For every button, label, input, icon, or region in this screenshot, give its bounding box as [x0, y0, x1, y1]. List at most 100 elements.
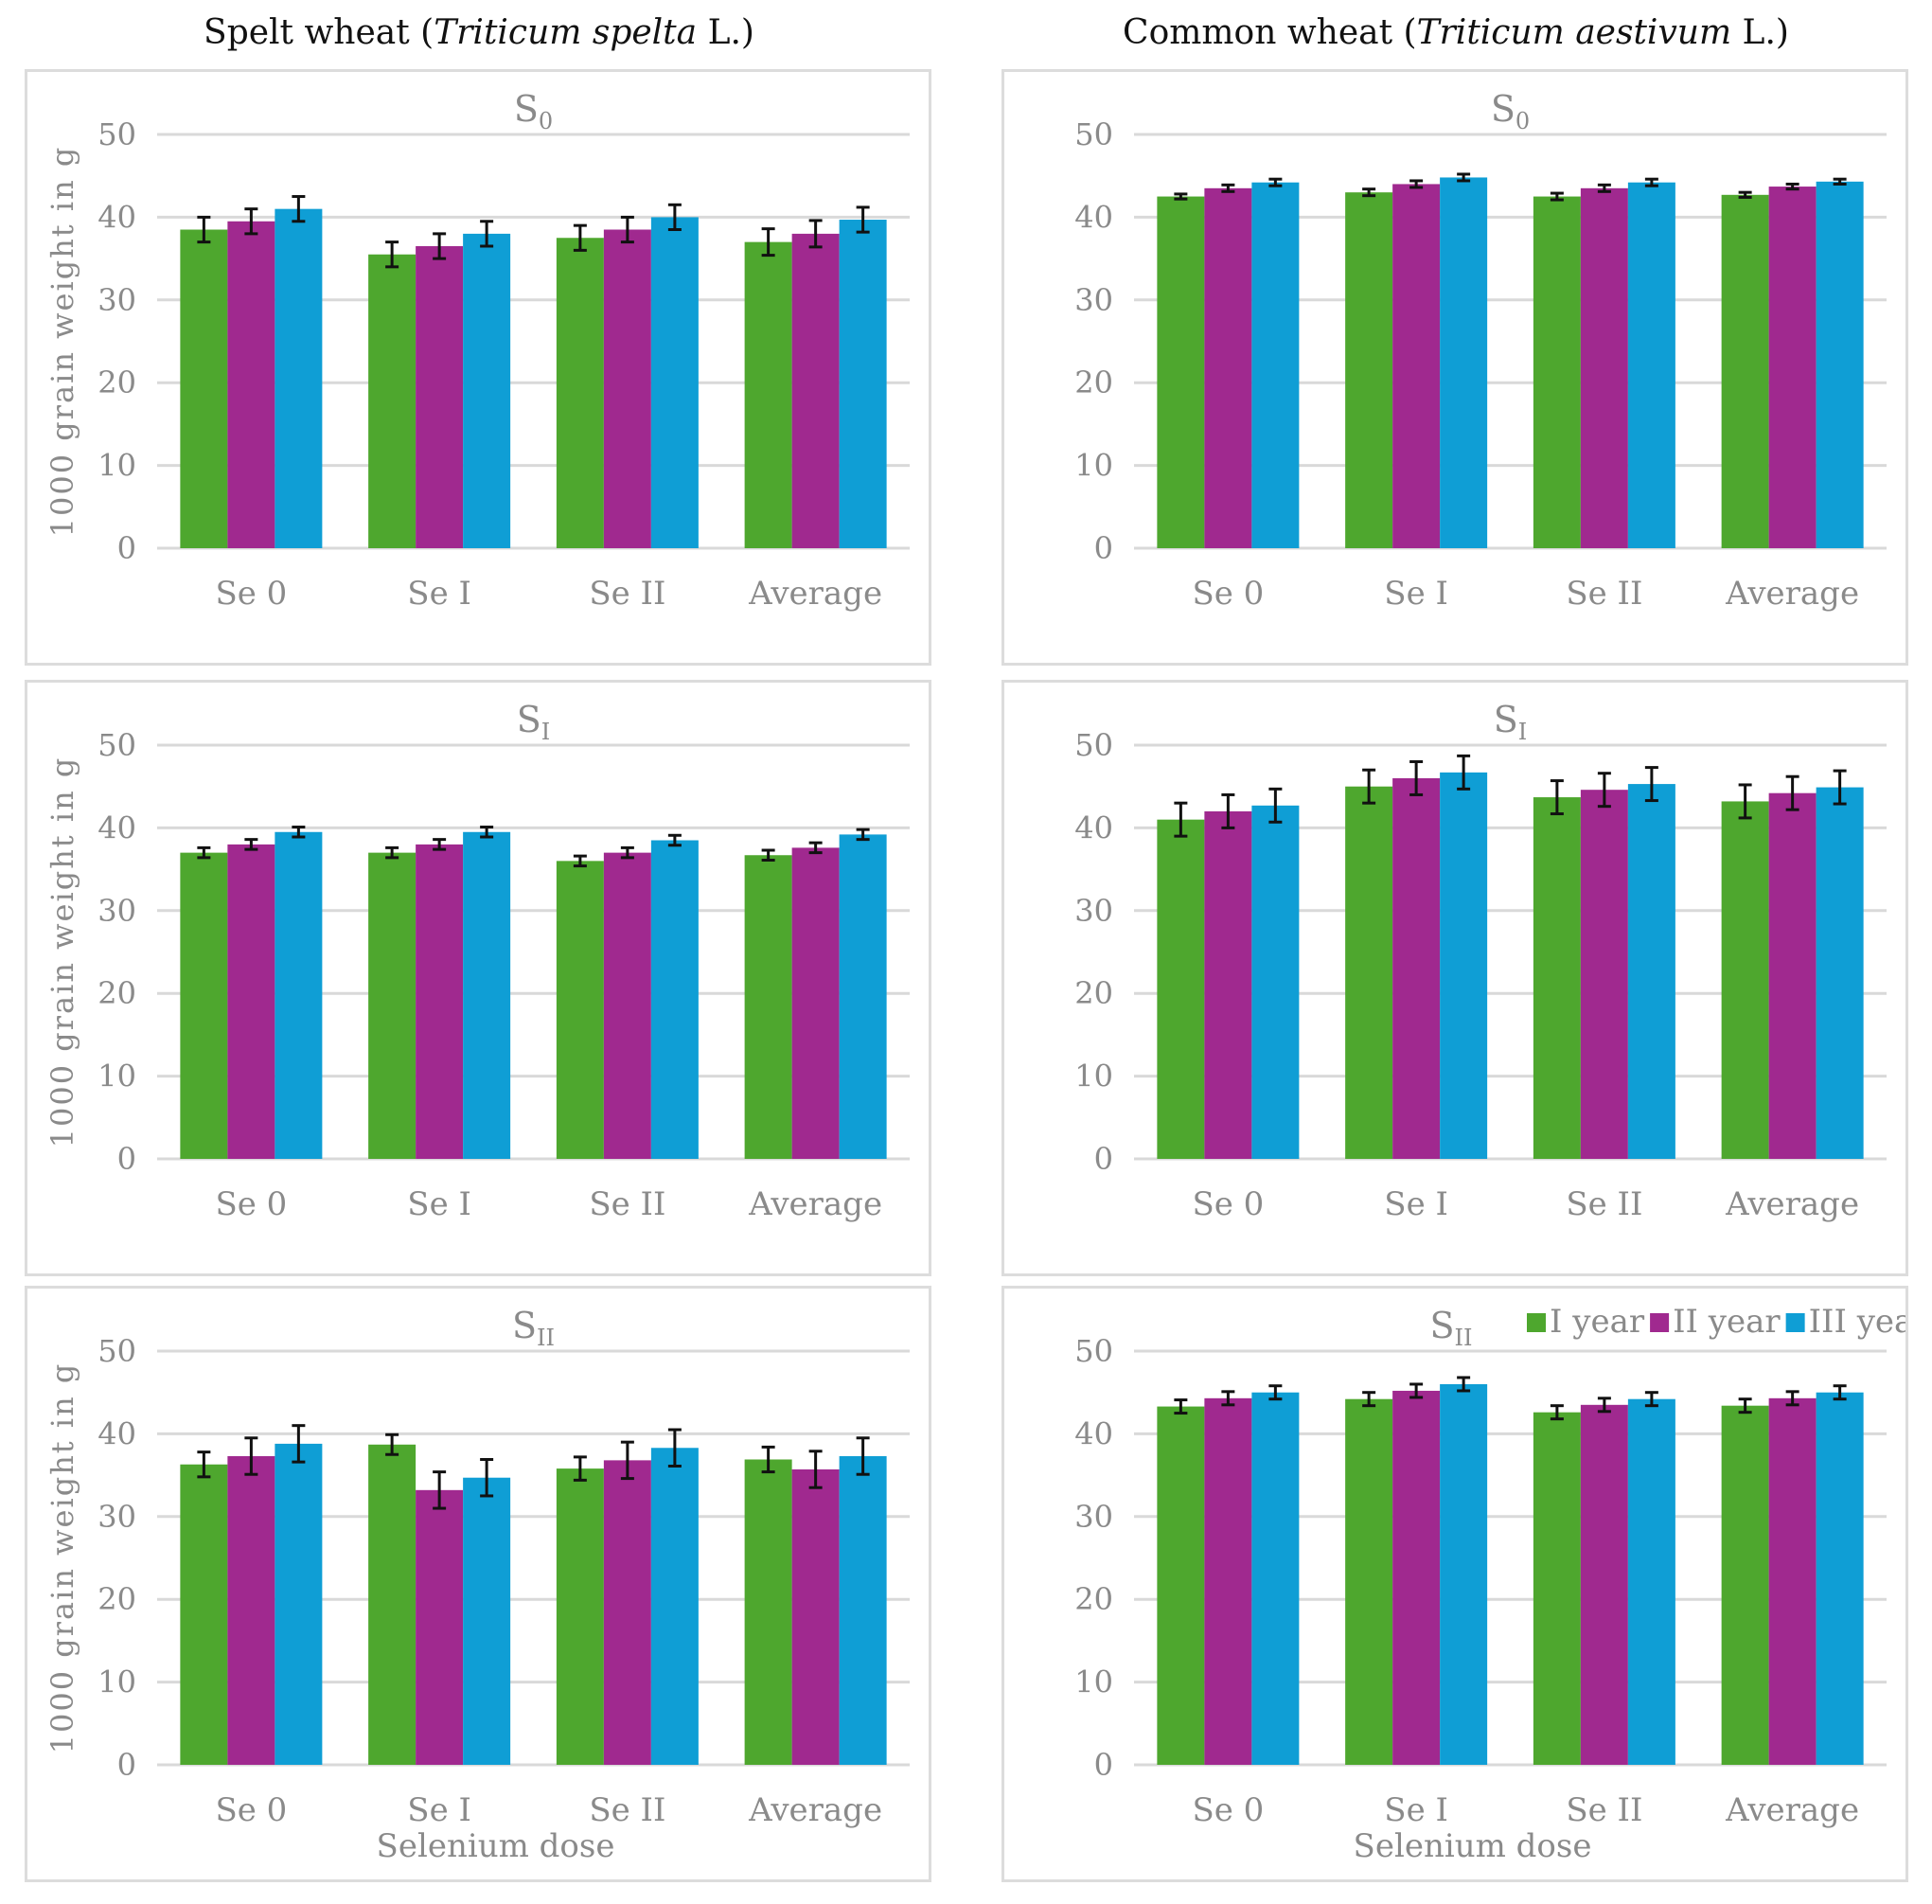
y-tick-label: 10 — [97, 1664, 136, 1700]
y-tick-label: 20 — [1074, 1581, 1113, 1617]
x-category-label: Se II — [1566, 1791, 1642, 1829]
x-category-label: Average — [748, 1791, 882, 1829]
x-category-label: Se II — [1566, 575, 1642, 613]
bar — [227, 221, 275, 548]
bar — [1251, 805, 1300, 1159]
y-tick-label: 30 — [97, 1499, 136, 1535]
y-axis-label: 1000 grain weight in g — [44, 756, 80, 1148]
bar — [791, 233, 840, 548]
y-tick-label: 40 — [97, 199, 136, 235]
bar — [1627, 784, 1675, 1159]
bar — [1204, 810, 1252, 1159]
bar — [416, 844, 464, 1159]
y-tick-label: 0 — [1094, 1141, 1113, 1177]
bar — [1204, 1397, 1252, 1765]
y-tick-label: 10 — [1074, 448, 1113, 484]
bar — [744, 855, 792, 1159]
bar — [463, 233, 511, 548]
y-tick-label: 50 — [1074, 1333, 1113, 1369]
title-main: S — [1494, 699, 1518, 740]
bar — [603, 1460, 651, 1765]
bar — [1157, 196, 1205, 549]
bar — [1440, 177, 1488, 548]
title-main: S — [1491, 88, 1515, 130]
title-subscript: II — [1455, 1325, 1473, 1351]
bar — [1627, 182, 1675, 548]
bar — [556, 238, 604, 548]
x-axis-label: Selenium dose — [1354, 1827, 1592, 1865]
y-tick-label: 40 — [97, 1415, 136, 1451]
x-category-label: Average — [1725, 575, 1859, 613]
legend-swatch — [1650, 1313, 1670, 1332]
x-axis-label: Selenium dose — [377, 1827, 615, 1865]
bar — [1392, 1390, 1441, 1765]
bar — [1392, 777, 1441, 1159]
chart-panel-common-s1: 0 10 20 30 40 50 SI Se 0 Se I Se II Average — [1001, 680, 1908, 1276]
right-column-title: Common wheat (Triticum aestivum L.) — [1001, 13, 1910, 52]
title-prefix: Common wheat ( — [1123, 13, 1417, 52]
x-category-label: Average — [748, 1185, 882, 1223]
y-tick-label: 30 — [97, 893, 136, 929]
y-tick-label: 30 — [1074, 893, 1113, 929]
bar — [650, 217, 699, 548]
legend-swatch — [1785, 1313, 1805, 1332]
chart-title: S0 — [1491, 88, 1530, 134]
bar — [227, 1455, 275, 1765]
y-tick-label: 10 — [1074, 1059, 1113, 1094]
x-category-label: Se I — [407, 1791, 471, 1829]
y-tick-label: 50 — [97, 727, 136, 763]
y-tick-label: 40 — [1074, 1415, 1113, 1451]
title-suffix: L.) — [697, 13, 754, 52]
bar — [1533, 797, 1581, 1159]
x-category-label: Se 0 — [215, 1185, 287, 1223]
x-category-label: Average — [1725, 1185, 1859, 1223]
title-suffix: L.) — [1731, 13, 1789, 52]
bar — [1345, 786, 1393, 1159]
chart-title: SI — [517, 699, 551, 745]
title-subscript: I — [541, 719, 550, 745]
y-tick-label: 40 — [1074, 810, 1113, 845]
bar — [839, 834, 887, 1159]
y-tick-label: 50 — [1074, 727, 1113, 763]
x-category-label: Se 0 — [215, 575, 287, 613]
x-category-label: Average — [1725, 1791, 1859, 1829]
y-tick-label: 0 — [117, 1141, 136, 1177]
x-category-label: Se I — [407, 575, 471, 613]
y-tick-label: 40 — [97, 810, 136, 845]
bar — [1157, 1406, 1205, 1765]
bar — [180, 1464, 228, 1765]
legend-label: I year — [1550, 1303, 1645, 1341]
bar — [1251, 182, 1300, 548]
bar — [463, 831, 511, 1159]
bar — [1440, 772, 1488, 1159]
bar-chart: 0 10 20 30 40 50 SI Se 0 Se I Se II Average — [1074, 699, 1887, 1223]
title-species: Triticum aestivum — [1416, 13, 1732, 52]
title-subscript: II — [537, 1325, 555, 1351]
bar — [1157, 819, 1205, 1159]
bar — [1721, 194, 1769, 548]
bar — [180, 852, 228, 1159]
y-tick-label: 20 — [97, 1581, 136, 1617]
legend-label: III year — [1809, 1303, 1905, 1341]
bar — [275, 208, 323, 548]
x-category-label: Se II — [589, 1185, 665, 1223]
y-tick-label: 20 — [1074, 975, 1113, 1011]
title-main: S — [1429, 1305, 1454, 1346]
chart-title: SI — [1494, 699, 1528, 745]
bar — [1768, 187, 1817, 548]
y-tick-label: 0 — [117, 1747, 136, 1783]
x-category-label: Se I — [407, 1185, 471, 1223]
bar — [1627, 1398, 1675, 1765]
bar — [1580, 187, 1628, 548]
bar — [744, 241, 792, 548]
bar-chart: 0 10 20 30 40 50 SII 1000 grain weight in g Se 0… — [44, 1305, 910, 1865]
chart-title: SII — [512, 1305, 555, 1351]
bar — [744, 1459, 792, 1765]
x-category-label: Se I — [1384, 1185, 1448, 1223]
bar — [603, 229, 651, 548]
chart-title: S0 — [514, 88, 553, 134]
chart-title: SII — [1429, 1305, 1472, 1351]
y-tick-label: 10 — [97, 1059, 136, 1094]
